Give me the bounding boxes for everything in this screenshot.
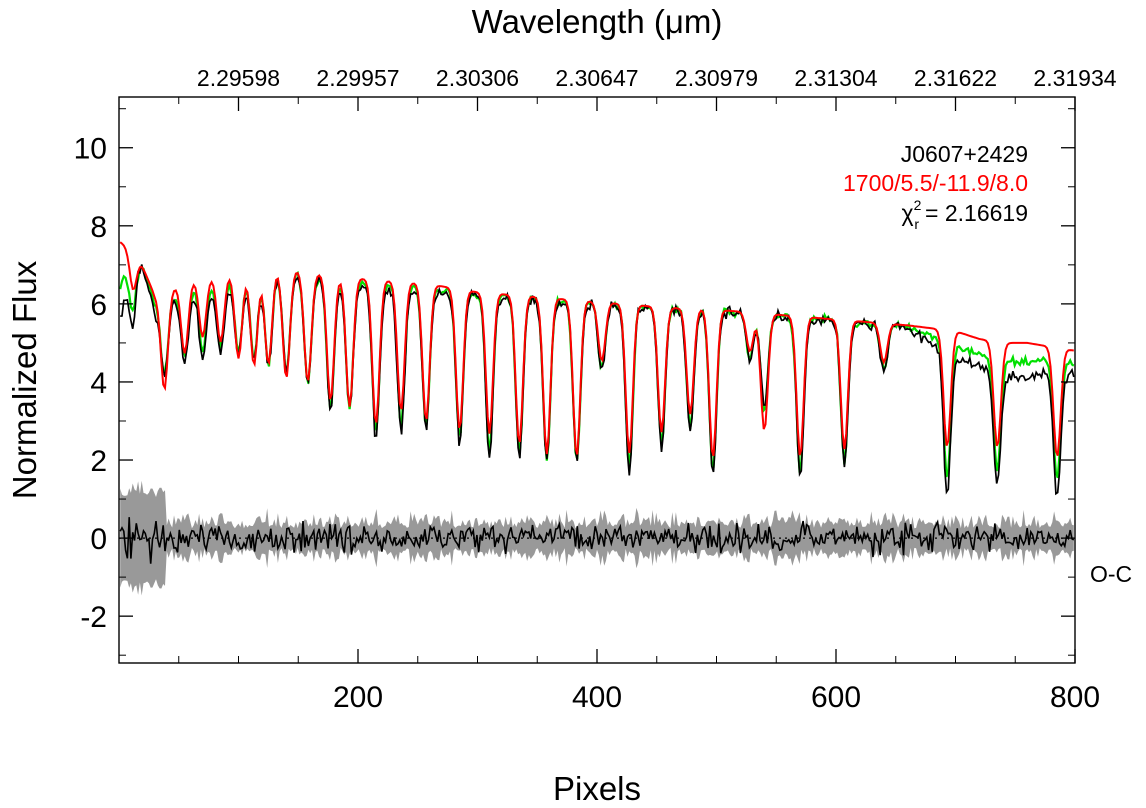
residual-label: O-C [1090, 561, 1132, 587]
y-tick-label: 4 [90, 367, 107, 400]
model-params-label: 1700/5.5/-11.9/8.0 [843, 170, 1028, 196]
model-red-line [119, 241, 1074, 457]
y-tick-label: -2 [80, 601, 107, 634]
x-axis-title: Pixels [553, 770, 641, 807]
top-tick-label: 2.29598 [197, 65, 280, 91]
y-tick-label: 10 [74, 133, 107, 166]
chi-symbol: χ [901, 200, 913, 226]
y-tick-label: 2 [90, 445, 107, 478]
top-tick-label: 2.31622 [914, 65, 997, 91]
x-tick-label: 600 [811, 681, 861, 714]
series-layer [119, 241, 1075, 596]
x-tick-label: 400 [572, 681, 622, 714]
top-axis-title: Wavelength (μm) [472, 3, 723, 40]
y-axis-title: Normalized Flux [6, 260, 43, 499]
residual-line [119, 517, 1075, 564]
top-tick-label: 2.31304 [794, 65, 877, 91]
chi-sup: 2 [914, 197, 922, 213]
top-tick-label: 2.30979 [675, 65, 758, 91]
x-tick-label: 200 [333, 681, 383, 714]
y-tick-label: 6 [90, 289, 107, 322]
chi-squared-label: χ2 r = 2.16619 [901, 197, 1028, 232]
object-label: J0607+2429 [901, 141, 1028, 167]
top-tick-label: 2.31934 [1033, 65, 1116, 91]
x-tick-label: 800 [1050, 681, 1100, 714]
tick-layer: -2 0 2 4 6 8 10 200 400 600 800 2.29598 2.29957 2.303… [74, 65, 1117, 714]
chi-value: = 2.16619 [925, 200, 1028, 226]
y-tick-label: 0 [90, 523, 107, 556]
chi-sub: r [914, 216, 919, 232]
top-tick-label: 2.30306 [436, 65, 519, 91]
top-tick-label: 2.30647 [555, 65, 638, 91]
y-tick-label: 8 [90, 211, 107, 244]
top-tick-label: 2.29957 [316, 65, 399, 91]
